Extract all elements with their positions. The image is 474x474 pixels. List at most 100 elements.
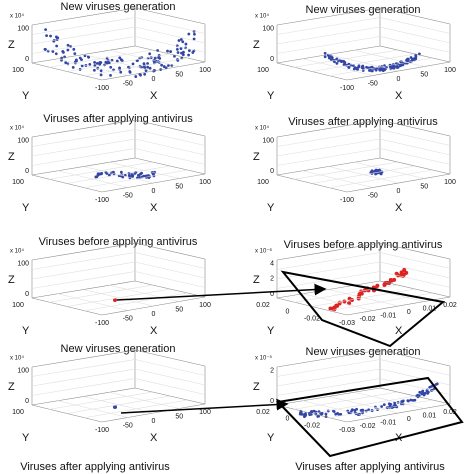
grid-line <box>31 252 136 270</box>
grid-line <box>83 54 154 72</box>
virus-point <box>414 57 418 61</box>
arrow <box>116 283 327 301</box>
virus-point <box>396 65 400 69</box>
axis-line <box>379 119 451 137</box>
virus-point <box>113 298 117 302</box>
x-tick-label: -0.02 <box>360 316 376 323</box>
virus-point <box>118 56 122 60</box>
virus-point <box>146 62 149 65</box>
axis-label: Y <box>22 432 30 444</box>
virus-point <box>99 61 103 64</box>
grid-line <box>302 293 373 311</box>
x-tick-label: -100 <box>95 320 109 327</box>
virus-point <box>339 412 343 416</box>
virus-point <box>137 173 140 177</box>
x-tick-label: -50 <box>123 422 133 429</box>
x-tick-label: 0 <box>407 416 411 423</box>
grid-line <box>134 368 206 386</box>
grid-line <box>379 252 451 269</box>
x-tick-label: 50 <box>420 71 428 78</box>
x-tick-label: -50 <box>123 315 133 322</box>
y-tick-label: 100 <box>12 302 24 309</box>
virus-point <box>134 170 138 174</box>
x-tick-label: -50 <box>368 80 378 87</box>
virus-point <box>193 32 196 36</box>
virus-point <box>324 412 328 416</box>
virus-point <box>357 64 361 68</box>
axis-label: Y <box>267 202 275 214</box>
virus-point <box>187 32 191 36</box>
grid-line <box>134 17 206 34</box>
virus-point <box>389 278 394 283</box>
virus-point <box>140 171 143 175</box>
virus-point <box>142 174 146 178</box>
virus-point <box>181 40 185 44</box>
y-tick-label: 100 <box>257 67 269 74</box>
virus-point <box>146 65 150 69</box>
x-tick-label: 50 <box>420 183 428 190</box>
grid-line <box>83 289 154 307</box>
virus-point <box>347 301 352 306</box>
axis-line <box>31 349 136 368</box>
virus-point <box>95 61 99 65</box>
x-tick-label: -0.01 <box>380 313 396 320</box>
exponent: x 10⁴ <box>10 125 24 132</box>
virus-point <box>356 68 359 71</box>
virus-point <box>182 50 185 54</box>
panel-title: Viruses before applying antivirus <box>39 236 198 248</box>
x-tick-label: 100 <box>199 179 211 186</box>
virus-point <box>434 383 438 386</box>
virus-point <box>45 34 48 38</box>
axis-label: X <box>395 202 403 214</box>
grid-line <box>31 36 136 54</box>
axis-label: Z <box>253 39 260 51</box>
virus-point <box>340 60 343 63</box>
z-tick-label: 0 <box>25 56 29 63</box>
axis-label: Z <box>253 274 260 286</box>
z-tick-label: 100 <box>262 25 274 32</box>
virus-point <box>96 174 100 177</box>
grid-line <box>49 161 153 180</box>
virus-point <box>422 392 426 395</box>
z-tick-label: 0 <box>270 398 274 405</box>
virus-point <box>93 64 97 67</box>
z-tick-label: 100 <box>17 25 29 32</box>
virus-point <box>104 60 108 64</box>
virus-point <box>55 35 58 39</box>
grid-line <box>379 368 451 386</box>
virus-point <box>173 54 176 58</box>
axis-line <box>276 242 381 261</box>
exponent: x 10⁴ <box>255 13 269 20</box>
grid-line <box>134 36 206 53</box>
virus-point <box>323 51 327 55</box>
grid-line <box>31 17 136 35</box>
grid-line <box>57 58 128 76</box>
virus-point <box>187 49 191 53</box>
grid-line <box>57 293 128 311</box>
zoom-box <box>280 270 446 348</box>
y-tick-label: 0.02 <box>256 409 270 416</box>
virus-point <box>387 402 391 406</box>
grid-line <box>302 170 373 188</box>
exponent: x 10⁻⁶ <box>255 248 273 255</box>
virus-point <box>310 410 314 414</box>
z-tick-label: 100 <box>17 260 29 267</box>
panel-title: Viruses after applying antivirus <box>43 113 193 125</box>
grid-line <box>49 284 153 303</box>
grid-line <box>379 261 451 279</box>
virus-point <box>420 392 424 396</box>
virus-point <box>74 58 78 62</box>
virus-point <box>105 172 109 175</box>
virus-point <box>99 69 103 73</box>
axis-line <box>276 7 381 26</box>
virus-point <box>328 306 333 311</box>
virus-point <box>370 69 374 73</box>
axis-label: X <box>150 202 158 214</box>
virus-point <box>109 73 112 77</box>
grid-line <box>294 161 398 180</box>
grid-line <box>276 252 381 270</box>
axis-label: Z <box>8 39 15 51</box>
virus-point <box>406 399 410 403</box>
x-tick-label: 0 <box>152 76 156 83</box>
